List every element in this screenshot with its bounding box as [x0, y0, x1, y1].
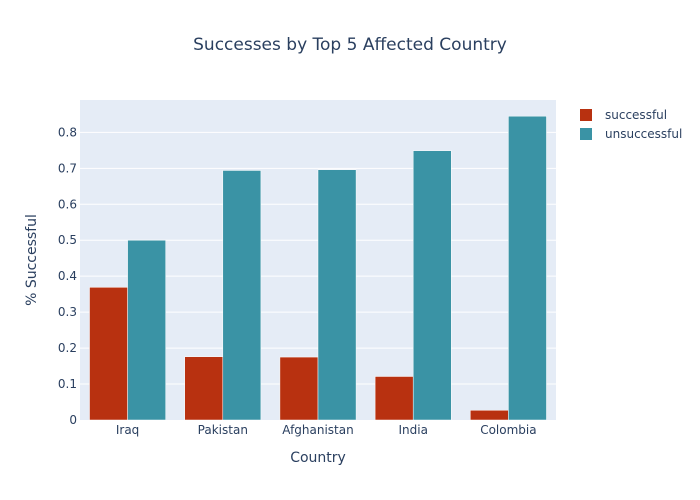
y-axis-title: % Successful — [24, 214, 40, 306]
chart-title: Successes by Top 5 Affected Country — [193, 35, 507, 55]
legend-item-successful[interactable]: successful — [580, 108, 667, 122]
y-tick-label: 0.3 — [58, 305, 77, 319]
bar-unsuccessful[interactable] — [508, 115, 547, 421]
bar-successful[interactable] — [184, 356, 224, 421]
x-axis-title: Country — [290, 450, 346, 466]
x-axis-ticks: Iraq Pakistan Afghanistan India Colombia — [116, 423, 537, 437]
x-tick-label: Afghanistan — [282, 423, 353, 437]
bar-successful[interactable] — [89, 287, 128, 421]
bar-unsuccessful[interactable] — [317, 169, 357, 421]
bar-unsuccessful[interactable] — [412, 150, 452, 421]
x-tick-label: Colombia — [480, 423, 536, 437]
bar-successful[interactable] — [470, 410, 509, 421]
y-axis-ticks: 0 0.1 0.2 0.3 0.4 0.5 0.6 0.7 0.8 — [58, 125, 77, 427]
bar-successful[interactable] — [374, 376, 414, 421]
bar-unsuccessful[interactable] — [127, 239, 166, 421]
y-tick-label: 0 — [69, 413, 77, 427]
y-tick-label: 0.6 — [58, 197, 77, 211]
legend[interactable]: successful unsuccessful — [580, 108, 682, 141]
y-tick-label: 0.1 — [58, 377, 77, 391]
legend-swatch — [580, 109, 592, 121]
y-tick-label: 0.5 — [58, 233, 77, 247]
legend-label: successful — [605, 108, 667, 122]
x-tick-label: India — [398, 423, 427, 437]
legend-label: unsuccessful — [605, 127, 682, 141]
bar-unsuccessful[interactable] — [222, 170, 262, 421]
legend-swatch — [580, 128, 592, 140]
x-tick-label: Pakistan — [198, 423, 248, 437]
y-tick-label: 0.8 — [58, 125, 77, 139]
x-tick-label: Iraq — [116, 423, 139, 437]
y-tick-label: 0.7 — [58, 161, 77, 175]
bars — [89, 115, 547, 421]
legend-item-unsuccessful[interactable]: unsuccessful — [580, 127, 682, 141]
y-tick-label: 0.4 — [58, 269, 77, 283]
bar-successful[interactable] — [279, 356, 319, 421]
y-tick-label: 0.2 — [58, 341, 77, 355]
